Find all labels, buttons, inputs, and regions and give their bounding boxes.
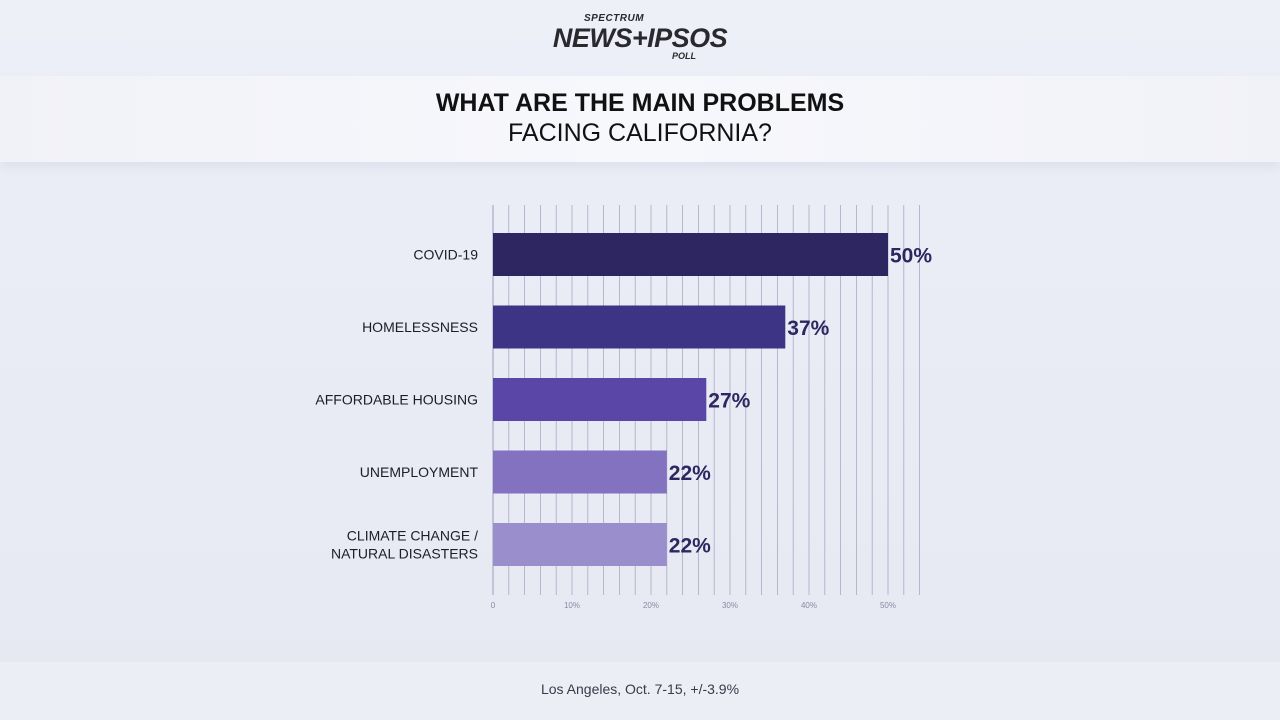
logo-poll: POLL [672,51,696,61]
x-tick-label: 10% [564,601,580,610]
category-label: HOMELESSNESS [362,319,478,335]
bar [493,233,888,276]
category-label: CLIMATE CHANGE / [347,528,478,544]
bar [493,450,667,494]
category-label: NATURAL DISASTERS [331,546,478,562]
data-label: 22% [669,462,711,485]
bar [493,305,786,349]
x-tick-label: 50% [880,601,896,610]
bar [493,523,667,566]
chart-title-line2: FACING CALIFORNIA? [508,119,772,147]
data-label: 37% [787,317,829,340]
data-label: 22% [669,535,711,558]
x-tick-label: 30% [722,601,738,610]
category-label: UNEMPLOYMENT [360,464,479,480]
bar [493,378,707,421]
x-tick-label: 0 [491,601,496,610]
logo-spectrum: SPECTRUM [583,13,645,24]
data-label: 50% [890,245,932,268]
logo-news-ipsos: NEWS+IPSOS [552,23,728,53]
footer-band [0,662,1280,720]
category-label: AFFORDABLE HOUSING [315,392,478,408]
category-label: COVID-19 [413,247,478,263]
x-tick-label: 20% [643,601,659,610]
chart-title-line1: WHAT ARE THE MAIN PROBLEMS [435,89,845,117]
footer-note: Los Angeles, Oct. 7-15, +/-3.9% [540,681,740,697]
logo: SPECTRUM NEWS+IPSOS POLL [0,14,1280,64]
title-band [0,76,1280,162]
data-label: 27% [708,390,750,413]
x-tick-label: 40% [801,601,817,610]
